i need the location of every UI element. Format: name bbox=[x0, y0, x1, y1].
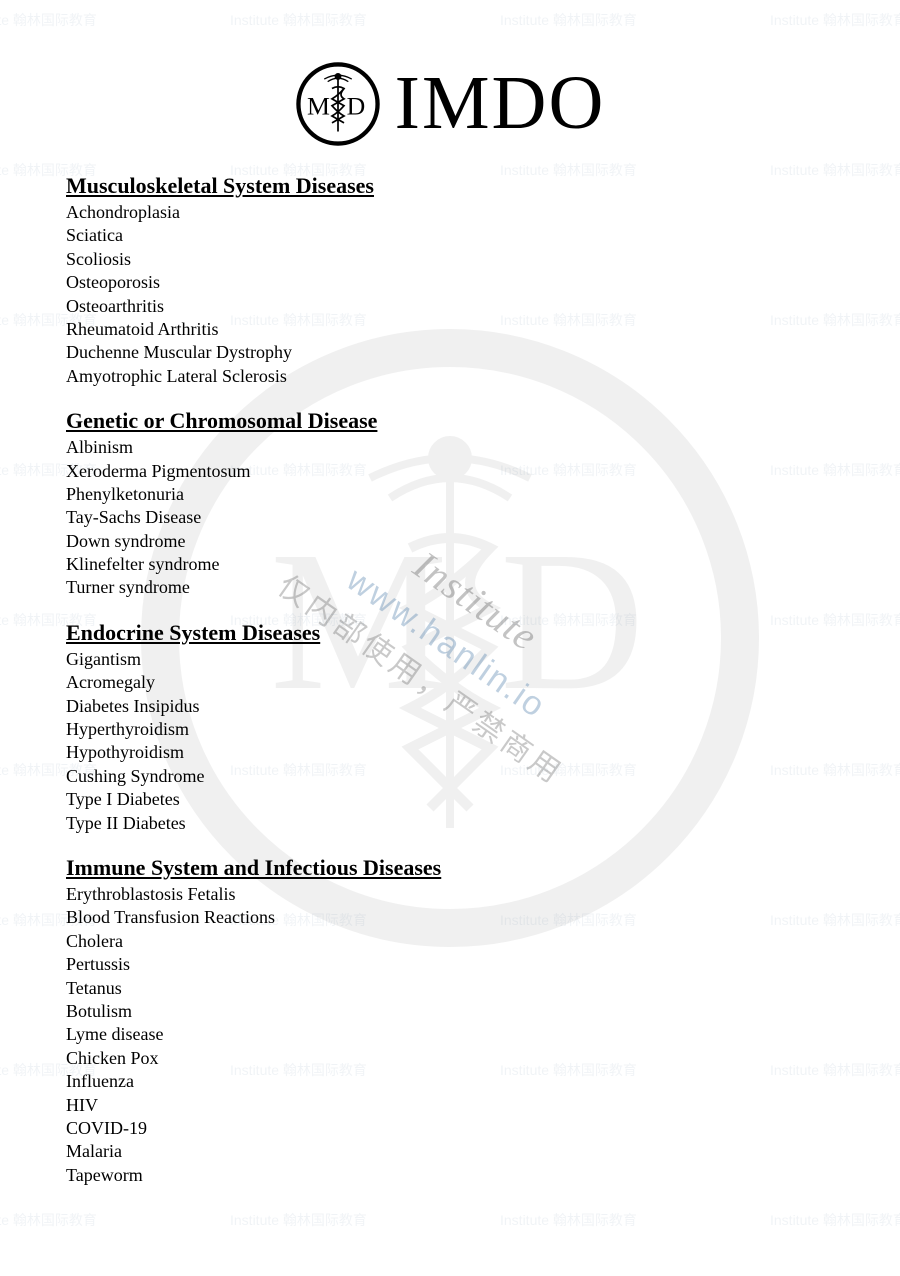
list-item: Duchenne Muscular Dystrophy bbox=[66, 341, 834, 364]
list-item: Scoliosis bbox=[66, 248, 834, 271]
list-item: Xeroderma Pigmentosum bbox=[66, 460, 834, 483]
list-item: Achondroplasia bbox=[66, 201, 834, 224]
list-item: Influenza bbox=[66, 1070, 834, 1093]
list-item: COVID-19 bbox=[66, 1117, 834, 1140]
list-item: Blood Transfusion Reactions bbox=[66, 906, 834, 929]
header-title: IMDO bbox=[395, 60, 606, 147]
list-item: Acromegaly bbox=[66, 671, 834, 694]
svg-text:M: M bbox=[307, 91, 330, 120]
section: Endocrine System DiseasesGigantismAcrome… bbox=[66, 620, 834, 835]
list-item: Phenylketonuria bbox=[66, 483, 834, 506]
document-content: M D IMDO Musculoskeletal System Diseases… bbox=[0, 0, 900, 1267]
section: Genetic or Chromosomal DiseaseAlbinismXe… bbox=[66, 408, 834, 600]
list-item: Diabetes Insipidus bbox=[66, 695, 834, 718]
list-item: Osteoarthritis bbox=[66, 295, 834, 318]
list-item: Type I Diabetes bbox=[66, 788, 834, 811]
section-title: Endocrine System Diseases bbox=[66, 620, 834, 646]
list-item: Malaria bbox=[66, 1140, 834, 1163]
svg-text:D: D bbox=[346, 91, 365, 120]
list-item: Chicken Pox bbox=[66, 1047, 834, 1070]
list-item: Cholera bbox=[66, 930, 834, 953]
section: Musculoskeletal System DiseasesAchondrop… bbox=[66, 173, 834, 388]
section: Immune System and Infectious DiseasesEry… bbox=[66, 855, 834, 1187]
header-logo-icon: M D bbox=[295, 61, 381, 147]
list-item: Osteoporosis bbox=[66, 271, 834, 294]
list-item: Pertussis bbox=[66, 953, 834, 976]
list-item: Tetanus bbox=[66, 977, 834, 1000]
list-item: Klinefelter syndrome bbox=[66, 553, 834, 576]
section-title: Genetic or Chromosomal Disease bbox=[66, 408, 834, 434]
list-item: Sciatica bbox=[66, 224, 834, 247]
list-item: Cushing Syndrome bbox=[66, 765, 834, 788]
list-item: Turner syndrome bbox=[66, 576, 834, 599]
list-item: HIV bbox=[66, 1094, 834, 1117]
list-item: Hyperthyroidism bbox=[66, 718, 834, 741]
list-item: Tapeworm bbox=[66, 1164, 834, 1187]
list-item: Botulism bbox=[66, 1000, 834, 1023]
list-item: Lyme disease bbox=[66, 1023, 834, 1046]
list-item: Down syndrome bbox=[66, 530, 834, 553]
sections-container: Musculoskeletal System DiseasesAchondrop… bbox=[66, 173, 834, 1187]
section-title: Musculoskeletal System Diseases bbox=[66, 173, 834, 199]
list-item: Tay-Sachs Disease bbox=[66, 506, 834, 529]
list-item: Erythroblastosis Fetalis bbox=[66, 883, 834, 906]
list-item: Type II Diabetes bbox=[66, 812, 834, 835]
list-item: Amyotrophic Lateral Sclerosis bbox=[66, 365, 834, 388]
section-title: Immune System and Infectious Diseases bbox=[66, 855, 834, 881]
list-item: Hypothyroidism bbox=[66, 741, 834, 764]
list-item: Gigantism bbox=[66, 648, 834, 671]
list-item: Albinism bbox=[66, 436, 834, 459]
list-item: Rheumatoid Arthritis bbox=[66, 318, 834, 341]
document-header: M D IMDO bbox=[66, 60, 834, 147]
